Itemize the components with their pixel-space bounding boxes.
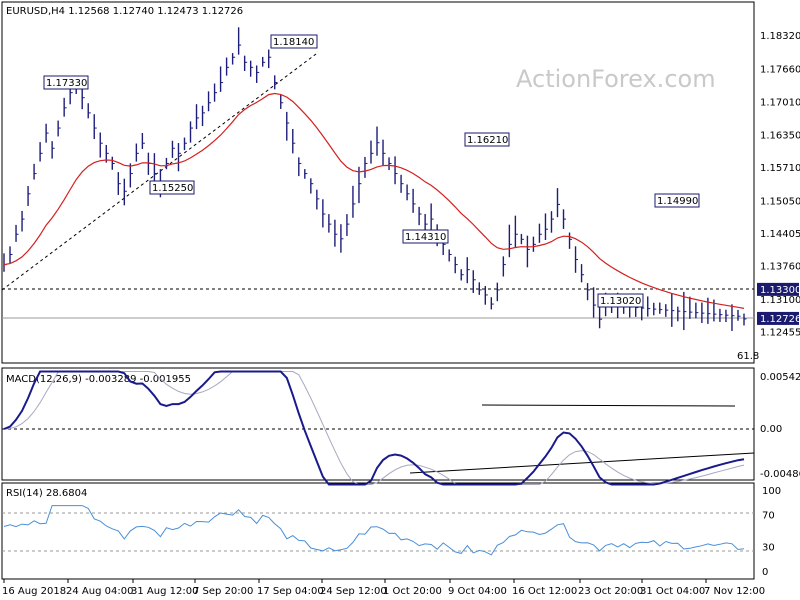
x-tick-label: 9 Oct 04:00 xyxy=(448,586,507,597)
price-y-tick: 1.15710 xyxy=(760,163,800,174)
price-annotation-box xyxy=(402,229,449,244)
rsi-y-tick: 30 xyxy=(762,543,775,554)
price-y-tick: 1.13100 xyxy=(760,295,800,306)
macd-y-tick: 0.00 xyxy=(760,424,782,435)
macd-title: MACD(12,26,9) -0.003289 -0.001955 xyxy=(6,374,191,385)
rsi-y-tick: 70 xyxy=(762,510,775,521)
price-y-tick: 1.17010 xyxy=(760,97,800,108)
price-annotations: 1.17330 1.18140 1.15250 1.14310 1.16210 1.130… xyxy=(43,34,700,308)
rsi-title: RSI(14) 28.6804 xyxy=(6,488,87,499)
price-bars xyxy=(3,27,747,331)
x-tick-label: 1 Oct 20:00 xyxy=(383,586,442,597)
macd-panel xyxy=(1,367,755,481)
price-y-tick: 1.12726 xyxy=(760,314,800,325)
rsi-y-axis: 100 70 30 0 xyxy=(762,486,781,578)
x-tick-label: 17 Sep 04:00 xyxy=(257,586,324,597)
symbol-header: EURUSD,H4 1.12568 1.12740 1.12473 1.1272… xyxy=(6,6,243,17)
price-annotation-box xyxy=(597,293,644,308)
price-annotation: 1.17330 xyxy=(46,78,87,89)
price-annotation: 1.16210 xyxy=(467,135,508,146)
fib-label: 61.8 xyxy=(737,351,759,362)
price-annotation-box xyxy=(464,132,510,147)
price-y-tick: 1.15050 xyxy=(760,196,800,207)
price-y-tick: 1.12455 xyxy=(760,328,800,339)
x-tick-label: 16 Oct 12:00 xyxy=(512,586,577,597)
x-tick-label: 7 Nov 12:00 xyxy=(704,586,765,597)
price-y-tick: 1.17660 xyxy=(760,64,800,75)
macd-y-axis: 0.005426 0.00 -0.004865 xyxy=(760,372,800,480)
price-y-tick: 1.18320 xyxy=(760,31,800,42)
x-tick-label: 31 Oct 04:00 xyxy=(640,586,705,597)
price-annotation-box xyxy=(149,180,195,195)
price-y-tick: 1.14405 xyxy=(760,229,800,240)
price-y-tick: 1.13760 xyxy=(760,262,800,273)
macd-lower-trendline xyxy=(409,452,755,474)
price-y-tick: 1.13300 xyxy=(760,285,800,296)
price-annotation-box xyxy=(270,34,318,49)
ema-line xyxy=(3,92,745,309)
macd-y-tick: 0.005426 xyxy=(760,372,800,383)
price-annotation: 1.13020 xyxy=(600,296,641,307)
rsi-panel xyxy=(1,482,755,580)
price-y-tick: 1.16350 xyxy=(760,131,800,142)
macd-line xyxy=(3,370,745,486)
watermark: ActionForex.com xyxy=(516,65,716,93)
price-level-box xyxy=(757,282,799,296)
price-level-box xyxy=(757,311,799,325)
rsi-y-tick: 100 xyxy=(762,486,781,497)
rsi-y-tick: 0 xyxy=(762,567,768,578)
x-tick-label: 23 Oct 20:00 xyxy=(578,586,643,597)
macd-upper-trendline xyxy=(481,404,736,407)
price-annotation: 1.15250 xyxy=(152,183,193,194)
macd-signal-line xyxy=(3,371,745,485)
price-annotation-box xyxy=(654,193,700,208)
macd-y-tick: -0.004865 xyxy=(760,469,800,480)
x-tick-label: 24 Sep 12:00 xyxy=(320,586,387,597)
x-tick-label: 16 Aug 2018 xyxy=(2,586,66,597)
x-tick-label: 24 Aug 04:00 xyxy=(66,586,133,597)
rsi-line xyxy=(3,505,745,556)
x-tick-label: 31 Aug 12:00 xyxy=(131,586,198,597)
price-y-axis: 1.18320 1.17660 1.17010 1.16350 1.15710 1.150… xyxy=(757,31,800,339)
price-annotation-box xyxy=(43,75,89,90)
price-annotation: 1.14310 xyxy=(405,232,446,243)
price-annotation: 1.14990 xyxy=(657,196,698,207)
price-annotation: 1.18140 xyxy=(273,37,314,48)
x-tick-label: 7 Sep 20:00 xyxy=(193,586,253,597)
